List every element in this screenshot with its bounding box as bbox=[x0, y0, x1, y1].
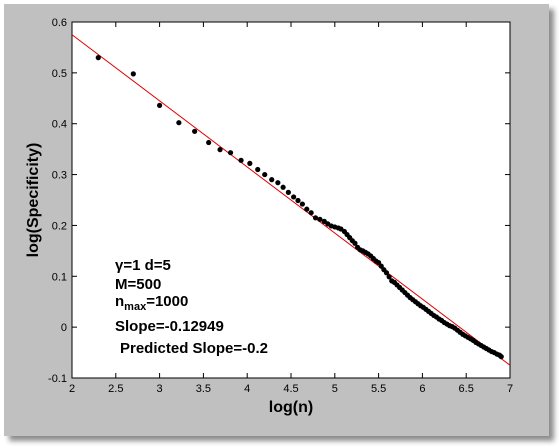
annotation-predicted-slope: Predicted Slope=-0.2 bbox=[120, 340, 268, 357]
x-tick-label: 3 bbox=[157, 383, 163, 395]
data-point bbox=[247, 160, 253, 166]
annotation-nmax: nmax=1000 bbox=[115, 293, 188, 313]
data-point bbox=[308, 210, 314, 216]
y-tick-label: 0.4 bbox=[52, 119, 67, 131]
data-point bbox=[304, 206, 310, 212]
data-point bbox=[317, 216, 323, 222]
x-tick-label: 4 bbox=[244, 383, 250, 395]
data-point bbox=[95, 55, 101, 61]
annotation-nmax-n: n bbox=[115, 293, 124, 310]
annotation-slope: Slope=-0.12949 bbox=[115, 318, 224, 335]
data-point bbox=[295, 197, 301, 204]
y-tick-label: 0.5 bbox=[52, 68, 67, 80]
data-point bbox=[352, 240, 358, 246]
data-point bbox=[238, 157, 244, 163]
data-point bbox=[176, 120, 182, 126]
data-point bbox=[383, 270, 390, 276]
data-point bbox=[386, 274, 392, 280]
data-point bbox=[378, 263, 384, 269]
fit-line-group bbox=[71, 34, 511, 366]
data-point bbox=[269, 177, 275, 183]
data-point bbox=[157, 102, 163, 109]
data-point bbox=[291, 194, 297, 200]
x-tick-label: 6 bbox=[419, 383, 425, 395]
y-axis-title: log(Specificity) bbox=[25, 143, 42, 258]
data-point bbox=[285, 189, 291, 195]
data-point bbox=[498, 354, 504, 360]
x-tick-label: 6.5 bbox=[459, 383, 474, 395]
y-tick-label: 0.1 bbox=[52, 271, 67, 283]
fit-line bbox=[71, 34, 511, 366]
annotation-gamma-d: γ=1 d=5 bbox=[115, 257, 171, 274]
x-axis-title: log(n) bbox=[269, 399, 313, 416]
data-point bbox=[280, 184, 286, 190]
data-point bbox=[376, 259, 382, 266]
data-point bbox=[255, 166, 261, 173]
x-tick-label: 2 bbox=[69, 383, 75, 395]
data-point bbox=[217, 147, 223, 153]
x-tick-label: 3.5 bbox=[196, 383, 211, 395]
x-tick-label: 5.5 bbox=[371, 383, 386, 395]
data-point bbox=[299, 201, 305, 207]
annotation-nmax-sub: max bbox=[124, 301, 147, 313]
y-tick-label: 0.2 bbox=[52, 220, 67, 232]
annotation-m: M=500 bbox=[115, 276, 161, 293]
x-tick-label: 4.5 bbox=[283, 383, 298, 395]
y-tick-label: -0.1 bbox=[48, 373, 67, 385]
x-tick-label: 2.5 bbox=[108, 383, 123, 395]
data-point bbox=[130, 71, 136, 77]
x-tick-label: 7 bbox=[507, 383, 513, 395]
data-point bbox=[192, 128, 198, 134]
data-point bbox=[312, 215, 319, 221]
data-point bbox=[275, 180, 281, 186]
points-group bbox=[95, 55, 504, 360]
x-tick-label: 5 bbox=[332, 383, 338, 395]
data-point bbox=[206, 139, 212, 146]
data-point bbox=[262, 171, 268, 178]
data-point bbox=[227, 150, 234, 156]
y-tick-label: 0.6 bbox=[52, 17, 67, 29]
tick-group: 2 2.5 3 3.5 4 4.5 5 5.5 6 6.5 7 -0.1 0 0.1 0.2 0.3 0.4 0.… bbox=[48, 17, 513, 395]
annotation-nmax-value: =1000 bbox=[146, 293, 188, 310]
y-tick-label: 0 bbox=[61, 322, 67, 334]
y-tick-label: 0.3 bbox=[52, 170, 67, 182]
